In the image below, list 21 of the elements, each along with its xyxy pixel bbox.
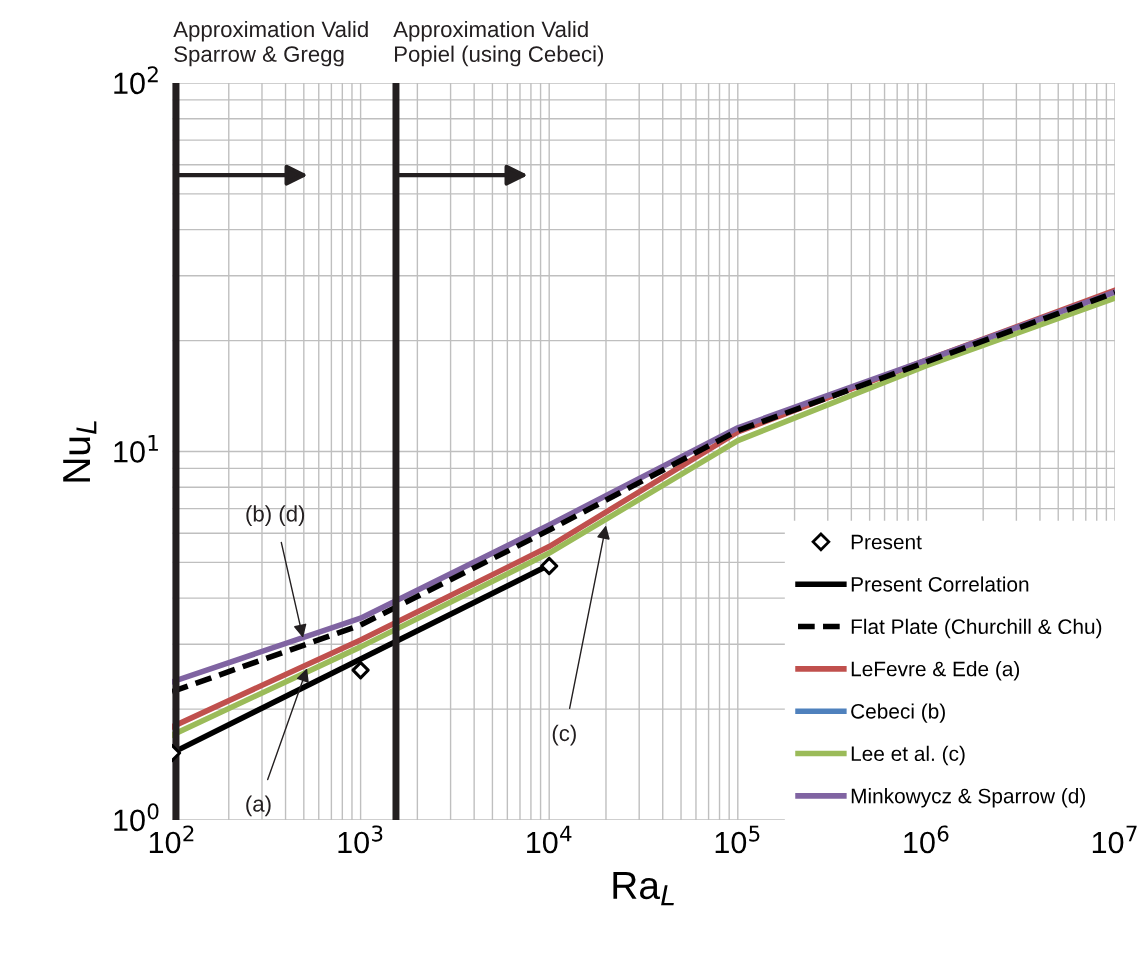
ref-line-label: Approximation Valid Sparrow & Gregg bbox=[173, 20, 368, 67]
x-tick-label: 10$^{4}$ bbox=[527, 825, 572, 854]
y-tick-label: 10$^{1}$ bbox=[114, 435, 158, 463]
legend-label: Minkowycz & Sparrow (d) bbox=[851, 788, 1085, 808]
legend-label: LeFevre & Ede (a) bbox=[851, 661, 1020, 681]
legend-label: Cebeci (b) bbox=[851, 703, 945, 723]
legend-label: Flat Plate (Churchill & Chu) bbox=[851, 618, 1102, 639]
annotation: (a) bbox=[246, 795, 271, 817]
y-tick-label: 10$^{2}$ bbox=[114, 66, 158, 95]
legend-label: Present bbox=[851, 534, 922, 550]
y-axis-title: Nu$_{L}$ bbox=[63, 421, 97, 482]
x-tick-label: 10$^{7}$ bbox=[1092, 825, 1137, 854]
legend-label: Present Correlation bbox=[851, 576, 1029, 592]
annotation: (b) (d) bbox=[246, 505, 305, 527]
x-tick-label: 10$^{5}$ bbox=[715, 825, 760, 854]
ref-line-label: Approximation Valid Popiel (using Cebeci) bbox=[393, 20, 604, 67]
legend-label: Lee et al. (c) bbox=[851, 745, 965, 766]
annotation: (c) bbox=[552, 724, 576, 746]
x-tick-label: 10$^{3}$ bbox=[338, 825, 383, 854]
x-axis-title: Ra$_{L}$ bbox=[613, 872, 674, 906]
x-tick-label: 10$^{6}$ bbox=[904, 825, 949, 854]
